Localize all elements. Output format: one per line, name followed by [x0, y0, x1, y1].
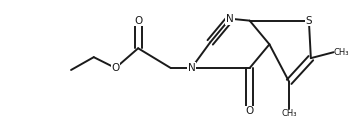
Text: CH₃: CH₃	[282, 109, 297, 118]
Text: S: S	[306, 16, 312, 26]
Text: N: N	[226, 14, 234, 24]
Text: N: N	[187, 63, 195, 73]
Text: O: O	[246, 106, 254, 116]
Text: O: O	[111, 63, 120, 73]
Text: O: O	[134, 16, 142, 26]
Text: CH₃: CH₃	[333, 48, 349, 57]
